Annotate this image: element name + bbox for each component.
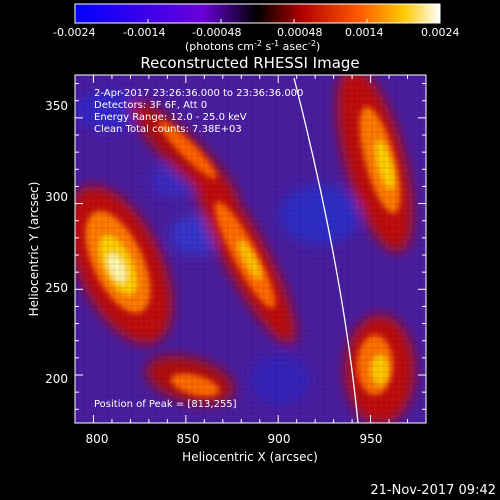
y-tick-label: 350 bbox=[45, 99, 68, 113]
image-annotations: 2-Apr-2017 23:26:36.000 to 23:36:36.000 … bbox=[94, 88, 303, 410]
colorbar-tick-label: 0.0024 bbox=[421, 26, 460, 39]
colorbar-tick-label: 0.0014 bbox=[345, 26, 384, 39]
colorbar-tick-marks bbox=[74, 19, 441, 23]
colorbar: -0.0024 -0.0014 -0.00048 0.00048 0.0014 … bbox=[53, 3, 460, 53]
colorbar-tick-label: -0.0024 bbox=[53, 26, 95, 39]
colorbar-tick-label: -0.00048 bbox=[192, 26, 241, 39]
x-axis-label: Heliocentric X (arcsec) bbox=[182, 450, 318, 464]
x-tick-label: 900 bbox=[268, 432, 291, 446]
rhessi-image bbox=[75, 75, 426, 423]
y-tick-label: 200 bbox=[45, 372, 68, 386]
detectors-text: Detectors: 3F 6F, Att 0 bbox=[94, 100, 207, 111]
clean-counts-text: Clean Total counts: 7.38E+03 bbox=[94, 124, 242, 135]
energy-range-text: Energy Range: 12.0 - 25.0 keV bbox=[94, 112, 247, 123]
x-tick-label: 850 bbox=[177, 432, 200, 446]
time-range-text: 2-Apr-2017 23:26:36.000 to 23:36:36.000 bbox=[94, 88, 303, 99]
y-tick-label: 250 bbox=[45, 281, 68, 295]
colorbar-gradient bbox=[74, 3, 441, 24]
footer-timestamp: 21-Nov-2017 09:42 bbox=[370, 483, 496, 498]
peak-position-text: Position of Peak = [813,255] bbox=[94, 399, 237, 410]
solar-limb-curve bbox=[293, 77, 359, 423]
colorbar-unit-label: (photons cm-2 s-1 asec-2) bbox=[185, 39, 320, 53]
plot-frame bbox=[74, 74, 427, 424]
y-axis-label: Heliocentric Y (arcsec) bbox=[27, 182, 41, 317]
y-tick-label: 300 bbox=[45, 190, 68, 204]
x-tick-label: 800 bbox=[86, 432, 109, 446]
colorbar-tick-label: -0.0014 bbox=[123, 26, 165, 39]
axis-tick-marks bbox=[75, 75, 426, 423]
colorbar-tick-label: 0.00048 bbox=[277, 26, 323, 39]
x-tick-label: 950 bbox=[360, 432, 383, 446]
plot-title: Reconstructed RHESSI Image bbox=[140, 54, 359, 72]
